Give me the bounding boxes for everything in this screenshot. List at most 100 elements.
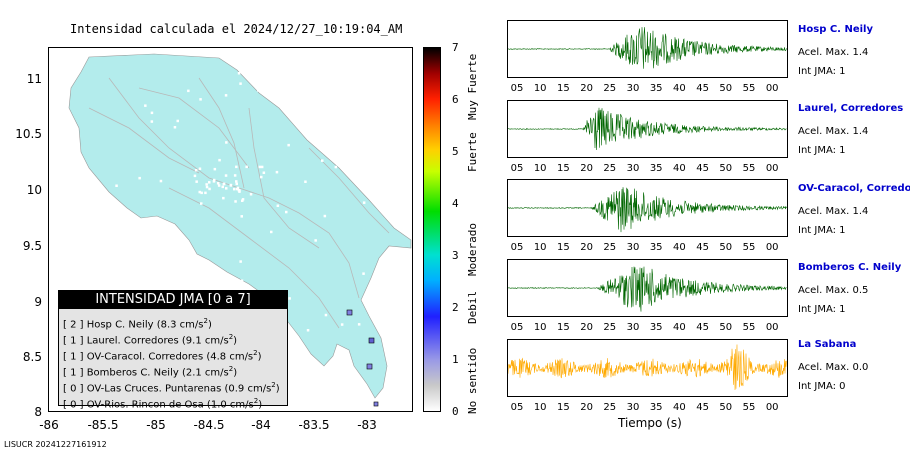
time-tick: 00 <box>765 242 779 253</box>
town-dot <box>222 182 226 186</box>
station-jma: Int JMA: 1 <box>798 145 846 156</box>
seismogram-waveform <box>508 266 787 312</box>
time-tick: 30 <box>626 322 640 333</box>
town-dot <box>270 230 273 234</box>
time-tick: 20 <box>580 163 593 174</box>
town-dot <box>304 180 307 183</box>
town-dot <box>200 191 203 195</box>
town-dot <box>199 98 202 101</box>
time-tick: 45 <box>696 322 709 333</box>
town-dot <box>188 281 191 284</box>
town-dot <box>159 179 163 183</box>
colorbar-tick: 6 <box>452 93 459 106</box>
legend-row-close: ) <box>233 335 238 347</box>
intensity-colorbar <box>423 47 441 412</box>
station-marker <box>368 337 375 344</box>
time-tick: 10 <box>533 402 547 413</box>
town-dot <box>239 82 242 85</box>
town-dot <box>193 174 197 178</box>
town-dot <box>362 201 366 204</box>
waveform-line <box>508 344 787 391</box>
time-axis: 05 10 15 20 25 30 35 40 45 50 55 00 <box>507 322 788 336</box>
time-tick: 10 <box>533 242 547 253</box>
town-dot <box>237 72 241 75</box>
town-dot <box>233 174 237 177</box>
town-dot <box>371 139 374 143</box>
town-dot <box>240 279 244 282</box>
legend-row: [ 0 ] OV-Rios. Rincon de Osa (1.0 cm/s2) <box>59 393 287 410</box>
legend-row-close: ) <box>233 367 238 379</box>
time-tick: 30 <box>626 83 640 94</box>
station-accel: Acel. Max. 0.5 <box>798 285 869 296</box>
town-dot <box>225 187 228 190</box>
legend-row-text: [ 1 ] Bomberos C. Neily (2.1 cm/s <box>63 367 229 379</box>
lat-tick: 8 <box>34 405 42 419</box>
colorbar-label-no-sentido: No sentido <box>466 347 479 414</box>
town-dot <box>225 141 228 144</box>
waveform-line <box>508 27 787 69</box>
time-tick: 45 <box>696 83 709 94</box>
town-dot <box>217 275 221 278</box>
legend-row: [ 1 ] Laurel. Corredores (9.1 cm/s2) <box>59 329 287 347</box>
town-dot <box>238 190 241 193</box>
town-dot <box>260 175 263 179</box>
legend-row-sup: 2 <box>228 365 234 373</box>
time-tick: 10 <box>533 83 547 94</box>
waveform-line <box>508 187 787 233</box>
town-dot <box>306 329 310 332</box>
town-dot <box>176 119 179 123</box>
time-tick: 35 <box>649 163 663 174</box>
town-dot <box>115 258 119 261</box>
seismogram-waveform <box>508 27 787 69</box>
time-tick: 05 <box>510 322 524 333</box>
town-dot <box>275 170 279 174</box>
lon-tick: -84 <box>251 418 271 432</box>
legend-row: [ 0 ] OV-Las Cruces. Puntarenas (0.9 cm/… <box>59 377 287 394</box>
colorbar-label-moderado: Moderado <box>466 223 479 276</box>
town-dot <box>213 178 216 182</box>
town-dot <box>138 176 141 180</box>
seismogram-trace <box>507 259 788 317</box>
waveform-line <box>508 266 787 312</box>
legend-row-close: ) <box>257 351 262 363</box>
time-tick: 15 <box>557 322 570 333</box>
time-axis: 05 10 15 20 25 30 35 40 45 50 55 00 <box>507 83 788 97</box>
time-tick: 50 <box>719 242 733 253</box>
lon-tick: -85 <box>146 418 166 432</box>
town-dot <box>222 196 225 200</box>
time-tick: 25 <box>603 163 617 174</box>
station-jma: Int JMA: 1 <box>798 66 846 77</box>
town-dot <box>185 280 188 283</box>
town-dot <box>261 71 265 74</box>
town-dot <box>282 84 286 87</box>
town-dot <box>218 158 221 162</box>
legend-row-text: [ 1 ] OV-Caracol. Corredores (4.8 cm/s <box>63 351 254 363</box>
town-dot <box>235 182 238 186</box>
town-dot <box>204 191 207 195</box>
town-dot <box>213 167 217 171</box>
time-tick: 35 <box>649 83 663 94</box>
town-dot <box>249 193 253 196</box>
time-tick: 55 <box>742 402 756 413</box>
time-tick: 50 <box>719 322 733 333</box>
town-dot <box>173 126 177 129</box>
town-dot <box>246 72 250 76</box>
town-dot <box>207 286 211 289</box>
colorbar-label-fuerte: Fuerte <box>466 132 479 172</box>
town-dot <box>262 171 266 174</box>
town-dot <box>357 172 361 175</box>
lat-tick: 9.5 <box>22 239 42 253</box>
seismogram-trace <box>507 179 788 237</box>
town-dot <box>208 181 211 184</box>
time-tick: 55 <box>742 322 756 333</box>
town-dot <box>198 190 201 194</box>
costa-rica-map <box>68 53 412 407</box>
town-dot <box>205 185 209 189</box>
town-dot <box>224 174 228 177</box>
time-tick: 25 <box>603 322 617 333</box>
colorbar-label-debil: Debil <box>466 290 479 324</box>
town-dots <box>98 71 376 350</box>
time-tick: 10 <box>533 163 547 174</box>
colorbar-label-muy-fuerte: Muy Fuerte <box>466 53 479 120</box>
time-tick: 55 <box>742 163 756 174</box>
